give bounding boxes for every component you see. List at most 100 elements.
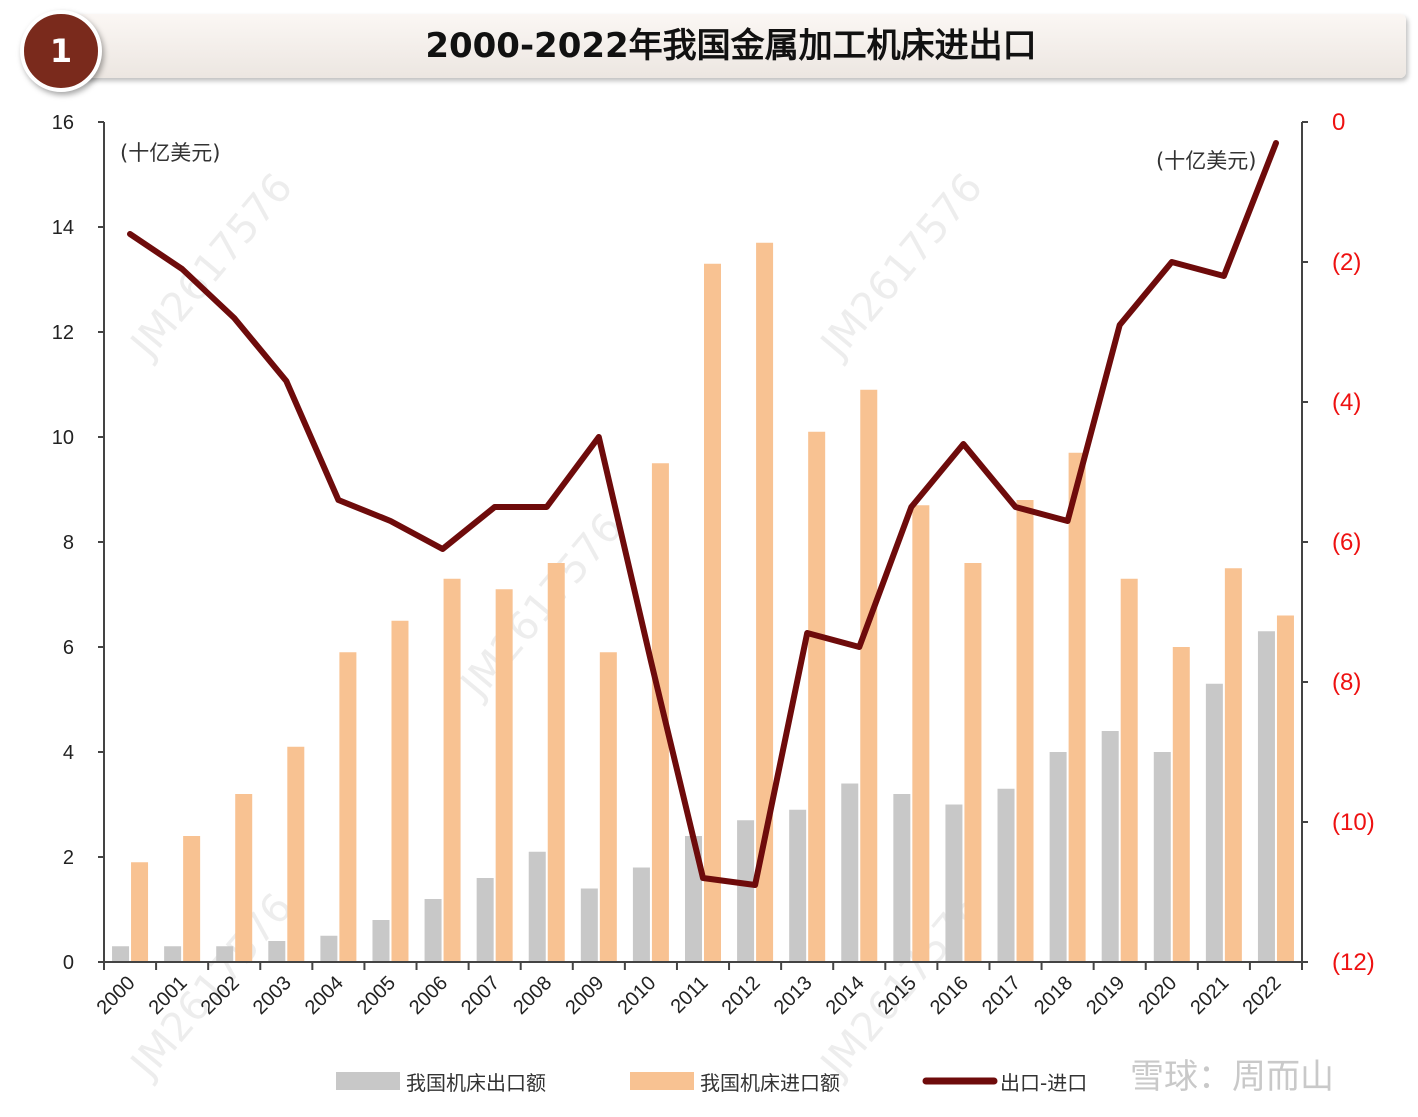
net-trade-point <box>804 630 810 636</box>
import-bar <box>808 431 826 962</box>
export-bar <box>789 809 807 962</box>
right-tick-label: 0 <box>1332 109 1345 136</box>
net-trade-point <box>1117 322 1123 328</box>
brand-watermark: 雪球：周而山 <box>1130 1057 1334 1097</box>
legend-import-swatch <box>630 1072 694 1090</box>
right-tick-label: (2) <box>1332 249 1361 276</box>
legend-export-label: 我国机床出口额 <box>406 1071 546 1095</box>
right-tick-label: (4) <box>1332 389 1361 416</box>
import-bar <box>1224 568 1242 962</box>
x-tick-label: 2011 <box>667 972 713 1018</box>
export-bar <box>528 851 546 962</box>
x-tick-label: 2017 <box>978 972 1025 1019</box>
left-axis-unit: (十亿美元) <box>120 141 220 165</box>
export-bar <box>112 946 130 962</box>
import-bar <box>235 794 253 962</box>
net-trade-point <box>960 441 966 447</box>
legend-net-label: 出口-进口 <box>1000 1071 1087 1095</box>
watermark-text: JM2617576 <box>810 165 991 369</box>
import-bar <box>912 505 930 962</box>
import-bar <box>1172 647 1190 962</box>
net-trade-point <box>231 315 237 321</box>
export-bar <box>893 794 911 962</box>
import-bar <box>391 620 409 962</box>
import-bar <box>547 563 565 962</box>
x-tick-label: 2021 <box>1186 972 1233 1019</box>
left-tick-label: 14 <box>52 217 74 239</box>
export-bar <box>841 783 859 962</box>
export-bar <box>476 878 494 962</box>
export-bar <box>1153 752 1171 962</box>
x-tick-label: 2022 <box>1238 972 1285 1019</box>
import-bar <box>599 652 617 962</box>
net-trade-point <box>1169 259 1175 265</box>
x-tick-label: 2010 <box>613 972 660 1019</box>
left-tick-label: 2 <box>63 847 74 869</box>
left-tick-label: 0 <box>63 952 74 974</box>
right-tick-label: (6) <box>1332 529 1361 556</box>
x-tick-label: 2008 <box>509 972 556 1019</box>
legend: 我国机床出口额 我国机床进口额 出口-进口 <box>336 1071 1087 1095</box>
export-bar <box>424 899 442 962</box>
net-trade-point <box>492 504 498 510</box>
export-bar <box>372 920 390 962</box>
net-trade-point <box>752 882 758 888</box>
net-trade-point <box>127 231 133 237</box>
import-bar <box>495 589 513 962</box>
right-tick-label: (10) <box>1332 809 1375 836</box>
export-bar <box>268 941 286 962</box>
left-tick-label: 4 <box>63 742 74 764</box>
left-tick-label: 8 <box>63 532 74 554</box>
x-tick-label: 2009 <box>561 972 608 1019</box>
export-bar <box>1205 683 1223 962</box>
import-bar <box>964 563 982 962</box>
left-tick-label: 16 <box>52 112 74 134</box>
export-bar <box>1257 631 1275 962</box>
import-bar <box>443 578 461 962</box>
export-bar <box>1101 731 1119 962</box>
x-tick-label: 2007 <box>457 972 504 1019</box>
bars-layer <box>112 242 1294 962</box>
net-trade-point <box>856 644 862 650</box>
import-bar <box>1068 452 1086 962</box>
import-bar <box>1120 578 1138 962</box>
import-bar <box>183 836 201 962</box>
export-bar <box>1049 752 1067 962</box>
legend-export-swatch <box>336 1072 400 1090</box>
net-trade-point <box>1221 273 1227 279</box>
x-tick-label: 2012 <box>718 972 765 1019</box>
left-tick-label: 10 <box>52 427 74 449</box>
net-trade-point <box>700 875 706 881</box>
export-bar <box>945 804 963 962</box>
export-bar <box>580 888 598 962</box>
net-trade-point <box>283 378 289 384</box>
net-trade-point <box>1013 504 1019 510</box>
x-tick-label: 2006 <box>405 972 452 1019</box>
import-bar <box>339 652 357 962</box>
x-tick-label: 2003 <box>249 972 296 1019</box>
x-tick-label: 2013 <box>770 972 817 1019</box>
legend-import-label: 我国机床进口额 <box>700 1071 840 1095</box>
right-tick-label: (12) <box>1332 949 1375 976</box>
x-tick-label: 2005 <box>353 972 400 1019</box>
import-bar <box>131 862 149 962</box>
import-bar <box>1016 500 1034 962</box>
right-tick-label: (8) <box>1332 669 1361 696</box>
export-bar <box>320 935 338 962</box>
x-tick-label: 2004 <box>301 972 348 1019</box>
chart-title: 2000-2022年我国金属加工机床进出口 <box>425 26 1037 66</box>
export-bar <box>737 820 755 962</box>
net-trade-point <box>335 497 341 503</box>
net-trade-point <box>179 266 185 272</box>
x-tick-label: 2019 <box>1082 972 1129 1019</box>
export-bar <box>997 788 1015 962</box>
net-trade-point <box>908 504 914 510</box>
net-trade-point <box>1273 140 1279 146</box>
x-tick-label: 2020 <box>1134 972 1181 1019</box>
export-bar <box>216 946 234 962</box>
import-bar <box>860 389 878 962</box>
net-trade-point <box>596 434 602 440</box>
left-tick-label: 6 <box>63 637 74 659</box>
import-bar <box>756 242 774 962</box>
